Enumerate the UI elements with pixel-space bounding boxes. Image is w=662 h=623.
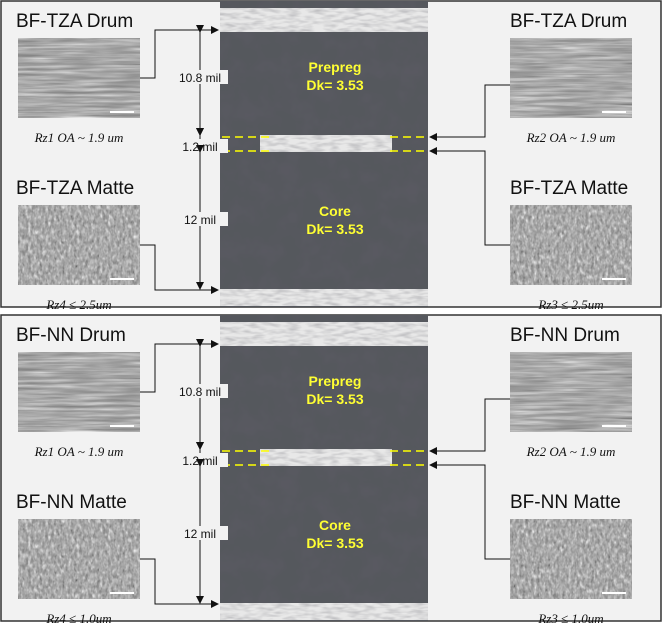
micrograph-texture xyxy=(510,352,632,432)
sample-title: BF-NN Matte xyxy=(510,492,621,513)
roughness-caption: Rz2 OA ~ 1.9 um xyxy=(526,444,616,459)
sample-title: BF-NN Drum xyxy=(16,325,126,346)
roughness-caption: Rz1 OA ~ 1.9 um xyxy=(34,130,124,145)
copper-texture xyxy=(220,603,428,620)
roughness-caption: Rz1 OA ~ 1.9 um xyxy=(34,444,124,459)
sample-title: BF-TZA Drum xyxy=(16,11,133,32)
dielectric-texture xyxy=(220,1,428,307)
copper-texture xyxy=(220,289,428,306)
connector xyxy=(429,398,510,455)
micrograph-texture xyxy=(18,352,140,432)
micrograph-texture xyxy=(18,205,140,285)
copper-texture xyxy=(260,449,392,466)
copper-texture xyxy=(220,322,428,346)
connector xyxy=(140,340,219,393)
dimension-label: 12 mil xyxy=(184,527,216,541)
layer-name: Prepreg xyxy=(309,373,362,389)
micrograph-texture xyxy=(510,38,632,118)
panel: Prepreg Dk= 3.53 Core Dk= 3.53 10.8 mil 1.2 m… xyxy=(0,314,662,623)
layer-dk: Dk= 3.53 xyxy=(306,535,363,551)
layer-dk: Dk= 3.53 xyxy=(306,77,363,93)
micrograph-texture xyxy=(18,38,140,118)
layer-dk: Dk= 3.53 xyxy=(306,221,363,237)
layer-name: Core xyxy=(319,203,351,219)
layer-name: Prepreg xyxy=(309,59,362,75)
dimension-label-bg xyxy=(172,70,228,84)
sample-title: BF-NN Drum xyxy=(510,325,620,346)
dielectric-texture xyxy=(220,315,428,621)
roughness-caption: Rz4 ≤ 1.0um xyxy=(45,611,111,623)
connector xyxy=(429,461,510,560)
roughness-caption: Rz3 ≤ 1.0um xyxy=(537,611,603,623)
micrograph-texture xyxy=(510,519,632,599)
sample-title: BF-TZA Matte xyxy=(16,178,134,199)
roughness-caption: Rz3 ≤ 2.5um xyxy=(537,297,603,312)
dimension-label-bg xyxy=(172,526,228,540)
sample-title: BF-TZA Drum xyxy=(510,11,627,32)
sample-title: BF-TZA Matte xyxy=(510,178,628,199)
dimension-label: 10.8 mil xyxy=(179,385,221,399)
copper-texture xyxy=(260,135,392,152)
connector xyxy=(429,147,510,246)
layer-dk: Dk= 3.53 xyxy=(306,391,363,407)
connector xyxy=(140,26,219,79)
dimension-label: 1.2 mil xyxy=(182,140,217,154)
dimension-label: 1.2 mil xyxy=(182,454,217,468)
connector xyxy=(429,84,510,141)
panel: Prepreg Dk= 3.53 Core Dk= 3.53 10.8 mil 1.2 m… xyxy=(0,0,662,312)
dimension-label-bg xyxy=(172,212,228,226)
dimension-label: 12 mil xyxy=(184,213,216,227)
copper-texture xyxy=(220,8,428,32)
layer-name: Core xyxy=(319,517,351,533)
sample-title: BF-NN Matte xyxy=(16,492,127,513)
roughness-caption: Rz4 ≤ 2.5um xyxy=(45,297,111,312)
micrograph-texture xyxy=(18,519,140,599)
connector xyxy=(140,558,219,608)
connector xyxy=(140,244,219,294)
micrograph-texture xyxy=(510,205,632,285)
roughness-caption: Rz2 OA ~ 1.9 um xyxy=(526,130,616,145)
dimension-label: 10.8 mil xyxy=(179,71,221,85)
dimension-label-bg xyxy=(172,384,228,398)
